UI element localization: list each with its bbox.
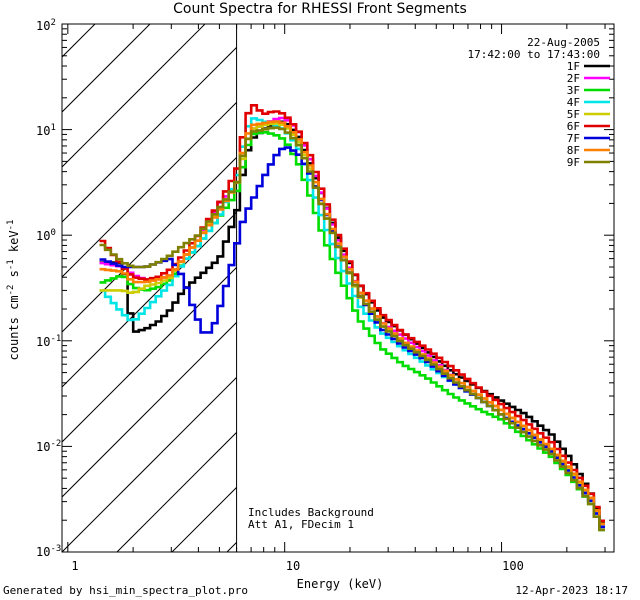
y-tick-label-1e-2: 10-2 <box>36 439 61 454</box>
hatch-line <box>612 24 640 552</box>
y-tick-label-1e1: 101 <box>36 123 56 138</box>
hatch-line <box>62 46 237 223</box>
x-tick-label-1: 1 <box>71 559 78 573</box>
legend-label-8F: 8F <box>567 144 580 157</box>
hatch-line <box>62 321 237 498</box>
legend-label-4F: 4F <box>567 96 580 109</box>
attenuator-hatch-region <box>62 24 640 552</box>
x-tick-label-10: 10 <box>286 559 300 573</box>
x-tick-label-100: 100 <box>502 559 524 573</box>
legend-label-5F: 5F <box>567 108 580 121</box>
series-line-9F <box>99 126 605 532</box>
hatch-line <box>447 24 640 552</box>
series-line-4F <box>99 117 605 529</box>
y-axis-label: counts cm-2 s-1 keV-1 <box>6 220 21 361</box>
legend: 22-Aug-2005 17:42:00 to 17:43:00 1F2F3F4… <box>468 36 610 169</box>
y-tick-label-1e-1: 10-1 <box>36 334 61 349</box>
legend-date: 22-Aug-2005 <box>527 36 600 49</box>
hatch-line <box>62 101 237 278</box>
legend-label-9F: 9F <box>567 156 580 169</box>
chart-title: Count Spectra for RHESSI Front Segments <box>173 1 467 17</box>
hatch-line <box>62 211 237 388</box>
series-line-2F <box>99 116 605 529</box>
series-line-6F <box>99 104 605 523</box>
generated-timestamp: 12-Apr-2023 18:17 <box>515 584 628 597</box>
generated-by-note: Generated by hsi_min_spectra_plot.pro <box>3 584 249 597</box>
series-line-5F <box>99 122 605 526</box>
y-tick-labels: 10-3 10-2 10-1 100 101 102 <box>36 18 61 559</box>
hatch-line <box>62 156 237 333</box>
hatch-line <box>62 376 237 552</box>
series-line-3F <box>99 131 605 532</box>
annotation-attenuator: Att A1, FDecim 1 <box>248 518 354 531</box>
legend-label-1F: 1F <box>567 60 580 73</box>
series-line-7F <box>99 146 605 529</box>
x-tick-labels: 1 10 100 <box>71 559 523 573</box>
legend-label-3F: 3F <box>567 84 580 97</box>
legend-label-6F: 6F <box>567 120 580 133</box>
legend-label-7F: 7F <box>567 132 580 145</box>
y-tick-label-1e2: 102 <box>36 18 56 33</box>
annotation-background: Includes Background <box>248 506 374 519</box>
axis-ticks <box>62 24 614 553</box>
legend-label-2F: 2F <box>567 72 580 85</box>
hatch-line <box>62 24 206 168</box>
annotations: Includes Background Att A1, FDecim 1 <box>248 506 374 531</box>
legend-time-range: 17:42:00 to 17:43:00 <box>468 48 600 61</box>
y-tick-label-1e-3: 10-3 <box>36 544 61 559</box>
hatch-line <box>62 266 237 443</box>
x-axis-label: Energy (keV) <box>297 577 384 591</box>
series-line-1F <box>99 120 605 525</box>
plot-frame <box>61 23 615 553</box>
series-line-8F <box>99 120 605 526</box>
y-tick-label-1e0: 100 <box>36 228 56 243</box>
hatch-line <box>116 431 237 552</box>
series-layer <box>99 104 605 532</box>
